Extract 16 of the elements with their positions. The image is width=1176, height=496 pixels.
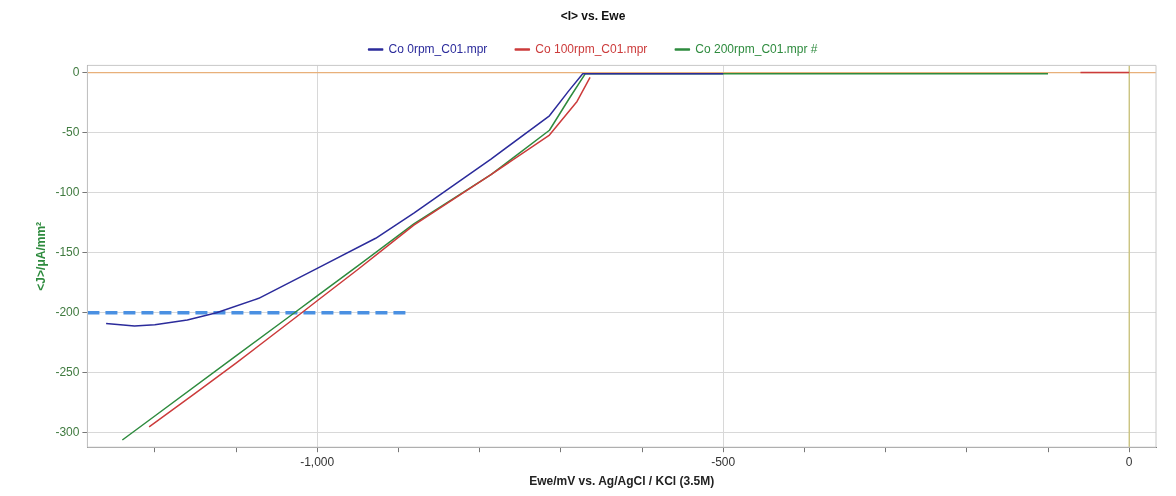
x-tick-label: -500 bbox=[711, 454, 736, 469]
x-axis-title: Ewe/mV vs. Ag/AgCl / KCl (3.5M) bbox=[529, 474, 715, 489]
chart-title: <I> vs. Ewe bbox=[560, 8, 626, 23]
y-tick-label: -250 bbox=[55, 365, 80, 380]
y-tick-label: -200 bbox=[55, 305, 80, 320]
legend-label: Co 0rpm_C01.mpr bbox=[388, 41, 488, 56]
y-tick-label: 0 bbox=[72, 64, 80, 79]
x-tick-label: 0 bbox=[1125, 454, 1133, 469]
y-tick-label: -50 bbox=[62, 124, 80, 139]
legend-label: Co 200rpm_C01.mpr # bbox=[695, 41, 818, 56]
y-axis-title: <J>/μA/mm² bbox=[33, 221, 48, 291]
x-tick-label: -1,000 bbox=[300, 454, 335, 469]
legend-label: Co 100rpm_C01.mpr bbox=[535, 41, 648, 56]
y-tick-label: -150 bbox=[55, 245, 80, 260]
y-tick-label: -300 bbox=[55, 425, 80, 440]
y-tick-label: -100 bbox=[55, 184, 80, 199]
